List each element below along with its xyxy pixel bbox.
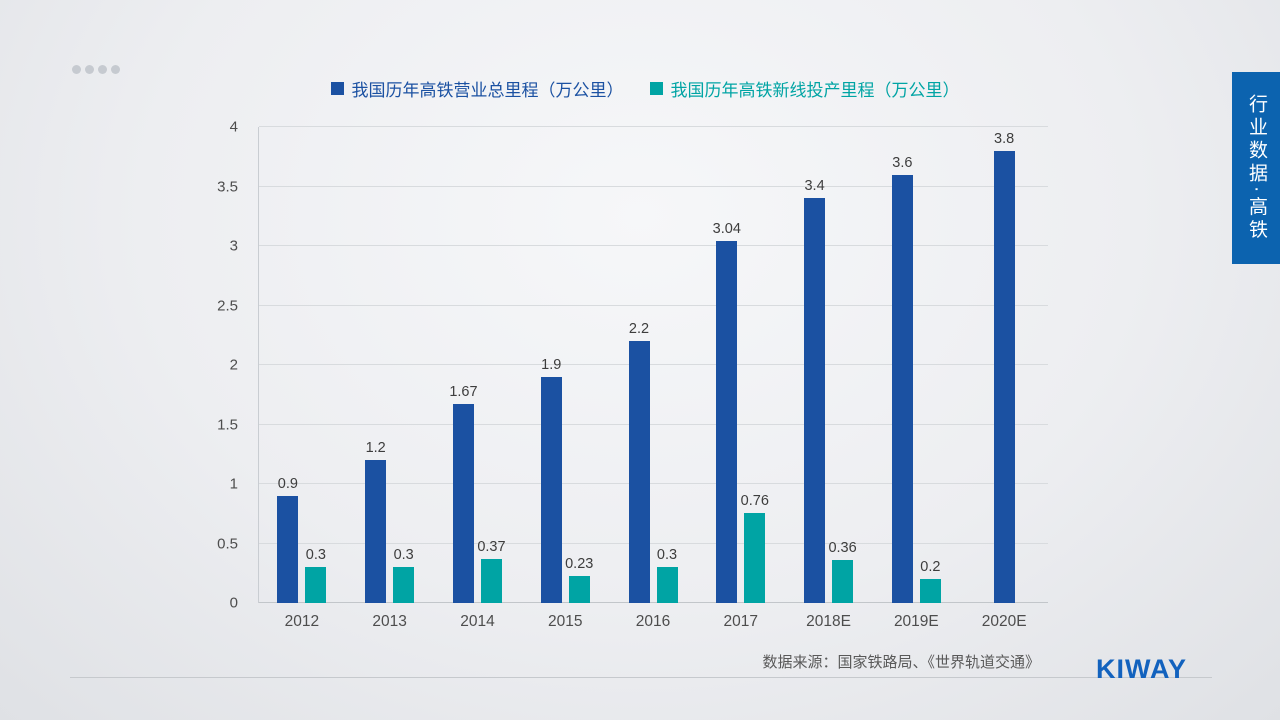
bar-value-label: 1.67 bbox=[449, 384, 478, 401]
bar-groups: 0.9 0.3 1.2 0.3 1.67 0.37 1.9 0.23 2.2 0.3 3.04 0.7… bbox=[258, 127, 1048, 603]
bar-group: 1.9 0.23 bbox=[521, 127, 609, 603]
bar: 1.67 bbox=[449, 384, 478, 603]
bar: 0.36 bbox=[828, 540, 857, 603]
y-tick-label: 2 bbox=[229, 356, 238, 374]
x-axis: 2012 2013 2014 2015 2016 2017 2018E 2019E 2020E bbox=[258, 603, 1048, 631]
y-tick-label: 1 bbox=[229, 475, 238, 493]
dot-icon bbox=[85, 65, 94, 74]
gridline bbox=[259, 542, 1048, 544]
x-axis-label: 2012 bbox=[284, 613, 320, 630]
bar: 0.3 bbox=[656, 547, 678, 603]
bar-value-label: 3.04 bbox=[712, 221, 741, 238]
y-tick-label: 3.5 bbox=[217, 178, 238, 195]
bar: 3.8 bbox=[993, 131, 1015, 603]
bar: 0.37 bbox=[477, 539, 506, 603]
bar: 2.2 bbox=[628, 321, 650, 603]
bar-value-label: 0.76 bbox=[740, 492, 769, 509]
bar-value-label: 0.37 bbox=[477, 538, 506, 555]
bar: 3.4 bbox=[804, 178, 826, 603]
legend-label: 我国历年高铁新线投产里程（万公里） bbox=[670, 81, 960, 100]
y-tick-label: 1.5 bbox=[217, 416, 238, 433]
plot-area bbox=[258, 126, 1048, 603]
bar: 0.3 bbox=[305, 547, 327, 603]
bar-group: 1.67 0.37 bbox=[434, 127, 522, 603]
bar-group: 0.9 0.3 bbox=[258, 127, 346, 603]
y-tick-label: 0 bbox=[229, 594, 238, 612]
bar: 1.9 bbox=[540, 357, 562, 603]
y-tick-label: 2.5 bbox=[217, 297, 238, 314]
bar: 1.2 bbox=[365, 440, 387, 603]
dot-icon bbox=[98, 65, 107, 74]
legend-item: 我国历年高铁营业总里程（万公里） bbox=[330, 76, 624, 101]
gridline bbox=[259, 126, 1048, 127]
legend-label: 我国历年高铁营业总里程（万公里） bbox=[351, 81, 624, 100]
x-axis-label: 2015 bbox=[547, 613, 583, 630]
gridline bbox=[259, 423, 1048, 425]
gridline bbox=[259, 245, 1048, 246]
bar: 0.9 bbox=[277, 476, 299, 603]
bar: 3.6 bbox=[891, 155, 913, 603]
chart-legend: 我国历年高铁营业总里程（万公里） 我国历年高铁新线投产里程（万公里） bbox=[240, 76, 1050, 101]
bar-value-label: 0.3 bbox=[305, 547, 326, 564]
decorative-dots bbox=[72, 65, 120, 74]
y-tick-label: 4 bbox=[229, 118, 238, 136]
x-axis-label: 2017 bbox=[723, 613, 759, 630]
x-axis-label: 2013 bbox=[372, 613, 407, 630]
bar-group: 3.04 0.76 bbox=[697, 127, 785, 603]
dot-icon bbox=[72, 65, 81, 74]
bar-value-label: 3.8 bbox=[994, 130, 1015, 147]
bar-group: 3.8 bbox=[960, 127, 1048, 603]
gridline bbox=[259, 185, 1048, 187]
bar-group: 2.2 0.3 bbox=[609, 127, 697, 603]
bar-group: 1.2 0.3 bbox=[346, 127, 434, 603]
bar-group: 3.6 0.2 bbox=[872, 127, 960, 603]
bar-chart: 0 0.5 1 1.5 2 2.5 3 3.5 4 0.9 0.3 1.2 0.3 1.67 0.37 1.… bbox=[217, 119, 1048, 630]
legend-marker bbox=[649, 82, 663, 95]
bar-value-label: 2.2 bbox=[628, 321, 650, 338]
legend-item: 我国历年高铁新线投产里程（万公里） bbox=[649, 76, 960, 101]
bar-value-label: 0.9 bbox=[277, 475, 298, 492]
bar: 0.3 bbox=[393, 547, 415, 603]
bar: 0.76 bbox=[741, 493, 769, 603]
x-axis-label: 2019E bbox=[893, 613, 939, 630]
footer-divider bbox=[70, 677, 1212, 678]
bar: 3.04 bbox=[713, 221, 741, 603]
bar-value-label: 0.36 bbox=[828, 540, 857, 557]
gridline bbox=[259, 483, 1048, 484]
bar-group: 3.4 0.36 bbox=[785, 127, 873, 603]
gridline bbox=[259, 304, 1048, 306]
bar-value-label: 1.9 bbox=[541, 356, 562, 373]
bar: 0.2 bbox=[919, 559, 941, 603]
y-axis: 0 0.5 1 1.5 2 2.5 3 3.5 4 bbox=[188, 119, 248, 612]
bar-value-label: 3.6 bbox=[892, 154, 913, 171]
y-tick-label: 0.5 bbox=[217, 535, 238, 552]
bar-value-label: 0.3 bbox=[656, 547, 678, 564]
data-source-note: 数据来源：国家铁路局、《世界轨道交通》 bbox=[762, 654, 1040, 671]
side-banner: 行业数据·高铁 bbox=[1232, 72, 1280, 264]
x-axis-label: 2016 bbox=[635, 613, 671, 630]
kiway-logo: KIWAY bbox=[1096, 654, 1188, 684]
legend-marker bbox=[330, 82, 344, 95]
y-tick-label: 3 bbox=[229, 237, 238, 255]
bar-value-label: 0.3 bbox=[393, 547, 414, 564]
bar-value-label: 0.23 bbox=[565, 555, 594, 572]
x-axis-label: 2014 bbox=[460, 613, 495, 630]
bar: 0.23 bbox=[565, 556, 593, 603]
bar-value-label: 0.2 bbox=[920, 559, 941, 576]
gridline bbox=[259, 602, 1048, 603]
bar-value-label: 1.2 bbox=[365, 440, 386, 457]
gridline bbox=[259, 364, 1048, 365]
x-axis-label: 2018E bbox=[806, 613, 851, 630]
dot-icon bbox=[111, 65, 120, 74]
bar-value-label: 3.4 bbox=[804, 178, 825, 195]
x-axis-label: 2020E bbox=[981, 613, 1027, 630]
